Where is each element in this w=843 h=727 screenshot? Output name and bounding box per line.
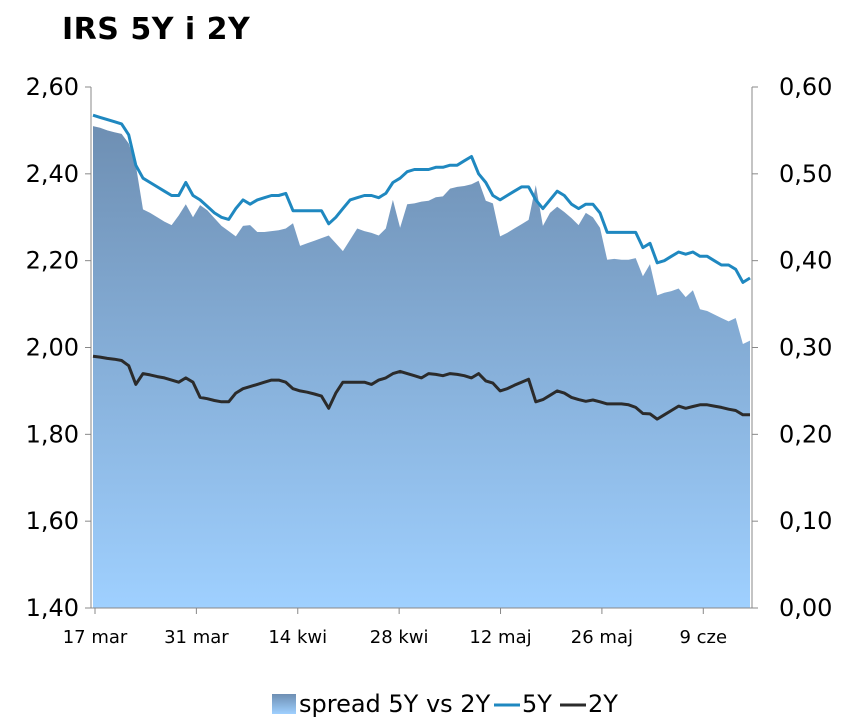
chart-title: IRS 5Y i 2Y <box>62 12 251 47</box>
legend-label-2y: 2Y <box>588 690 618 718</box>
x-tick-label: 9 cze <box>679 627 727 648</box>
legend-swatch-spread <box>272 694 296 714</box>
legend-label-spread: spread 5Y vs 2Y <box>299 690 491 718</box>
x-tick-label: 17 mar <box>63 627 128 648</box>
x-tick-label: 26 maj <box>571 627 633 648</box>
series-line-2y <box>92 354 750 421</box>
y-left-tick-label: 1,80 <box>26 420 79 448</box>
y-left-tick-label: 1,40 <box>26 594 79 622</box>
y-right-tick-label: 0,00 <box>779 594 832 622</box>
y-left-tick-label: 1,60 <box>26 507 79 535</box>
x-tick-label: 12 maj <box>469 627 531 648</box>
axes-layer: 1,40 1,60 1,80 2,00 2,20 2,40 2,60 0,00 0,10 0,20… <box>26 73 833 648</box>
x-tick-label: 14 kwi <box>268 627 327 648</box>
legend-label-5y: 5Y <box>522 690 552 718</box>
spread-area <box>93 126 750 608</box>
y-right-tick-label: 0,10 <box>779 507 832 535</box>
y-right-tick-label: 0,20 <box>779 420 832 448</box>
y-left-tick-label: 2,20 <box>26 247 79 275</box>
series-line-5y <box>92 113 751 284</box>
y-left-tick-label: 2,60 <box>26 73 79 101</box>
y-right-tick-label: 0,60 <box>779 73 832 101</box>
x-tick-label: 31 mar <box>164 627 229 648</box>
y-left-tick-label: 2,00 <box>26 334 79 362</box>
legend: spread 5Y vs 2Y 5Y 2Y <box>272 690 618 718</box>
y-right-tick-label: 0,30 <box>779 334 832 362</box>
x-tick-label: 28 kwi <box>370 627 429 648</box>
y-right-tick-label: 0,50 <box>779 160 832 188</box>
y-left-tick-label: 2,40 <box>26 160 79 188</box>
y-right-tick-label: 0,40 <box>779 247 832 275</box>
plot-layer <box>92 113 751 608</box>
